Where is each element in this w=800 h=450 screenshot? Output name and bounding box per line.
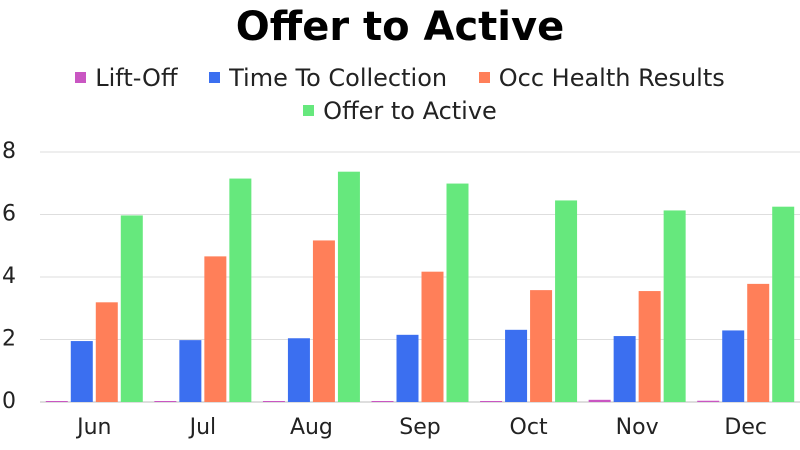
legend-swatch-lift-off [75, 71, 87, 83]
x-tick-label: Jul [188, 415, 217, 440]
bar-offer-to-active-nov [663, 210, 686, 402]
bar-offer-to-active-jun [120, 215, 143, 402]
y-tick-label: 8 [2, 139, 16, 164]
chart-title: Offer to Active [235, 4, 565, 50]
legend-item-offer-to-active: Offer to Active [303, 97, 497, 125]
y-tick-label: 6 [2, 202, 16, 227]
bar-offer-to-active-oct [555, 200, 578, 402]
bar-time-to-collection-dec [722, 330, 745, 402]
bar-lift-off-jul [154, 401, 177, 402]
bar-offer-to-active-jul [229, 178, 252, 402]
legend-label-time-to-collection: Time To Collection [229, 64, 448, 92]
bar-lift-off-sep [371, 401, 394, 402]
legend-swatch-time-to-collection [209, 71, 221, 83]
legend-item-lift-off: Lift-Off [75, 64, 177, 92]
x-tick-label: Oct [510, 415, 548, 440]
x-tick-label: Dec [724, 415, 767, 440]
x-tick-label: Nov [616, 415, 659, 440]
y-tick-label: 2 [2, 327, 16, 352]
legend-label-offer-to-active: Offer to Active [323, 97, 497, 125]
bar-time-to-collection-jun [70, 341, 93, 402]
bar-occ-health-results-jul [204, 256, 227, 402]
bar-occ-health-results-sep [421, 271, 444, 402]
bar-offer-to-active-sep [446, 183, 469, 402]
bar-lift-off-oct [480, 401, 503, 402]
legend-item-occ-health-results: Occ Health Results [478, 64, 725, 92]
bar-occ-health-results-oct [530, 290, 553, 402]
legend-row-2: Offer to Active [0, 97, 800, 125]
y-tick-label: 0 [2, 389, 16, 414]
legend-label-lift-off: Lift-Off [95, 64, 178, 92]
x-tick-label: Jun [75, 415, 111, 440]
bar-occ-health-results-nov [638, 291, 661, 402]
bar-time-to-collection-oct [505, 329, 528, 402]
bar-time-to-collection-sep [396, 334, 419, 402]
x-tick-label: Sep [399, 415, 440, 440]
y-tick-label: 4 [2, 264, 16, 289]
x-tick-label: Aug [290, 415, 333, 440]
bar-lift-off-jun [45, 401, 68, 402]
legend: Lift-Off Time To Collection Occ Health R… [0, 64, 800, 92]
bar-offer-to-active-dec [772, 206, 795, 402]
bar-occ-health-results-aug [312, 240, 335, 402]
bar-time-to-collection-nov [613, 336, 636, 402]
legend-swatch-occ-health-results [478, 71, 490, 83]
bar-occ-health-results-jun [95, 302, 118, 402]
legend-label-occ-health-results: Occ Health Results [498, 64, 725, 92]
bar-lift-off-aug [262, 401, 285, 402]
bar-occ-health-results-dec [747, 283, 770, 402]
legend-swatch-offer-to-active [303, 104, 315, 116]
bar-offer-to-active-aug [337, 171, 360, 402]
bar-time-to-collection-aug [287, 338, 310, 402]
bar-time-to-collection-jul [179, 340, 202, 402]
bar-lift-off-dec [697, 400, 720, 402]
bar-lift-off-nov [588, 399, 611, 402]
legend-item-time-to-collection: Time To Collection [209, 64, 447, 92]
